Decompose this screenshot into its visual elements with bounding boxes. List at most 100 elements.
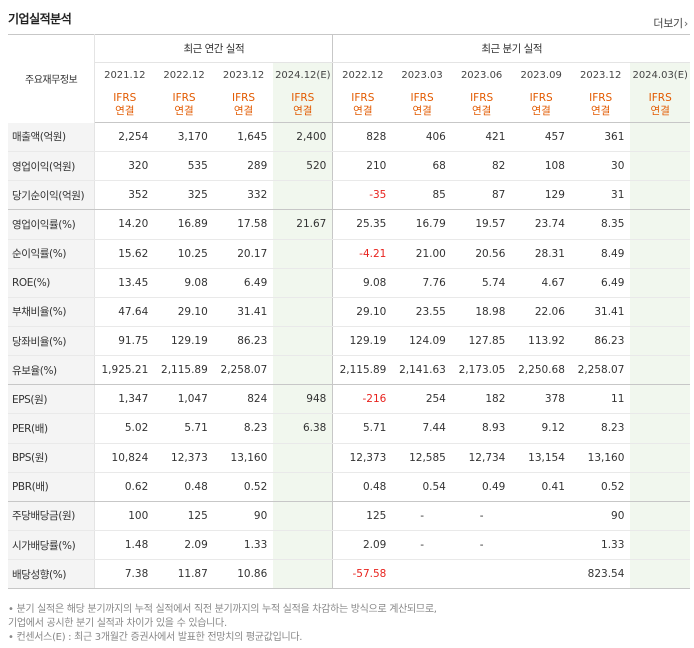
footnote-line: • 컨센서스(E) : 최근 3개월간 증권사에서 발표한 전망치의 평균값입니…	[8, 632, 303, 643]
table-cell: 13,160	[570, 443, 631, 473]
table-cell: 2,141.63	[392, 355, 452, 386]
period-header: 2023.09	[520, 70, 562, 82]
period-header: 2024.12(E)	[273, 62, 333, 89]
table-cell: -4.21	[332, 239, 393, 269]
table-cell: 47.64	[94, 297, 155, 327]
table-cell	[392, 559, 452, 590]
consolidated-label: 연결	[115, 105, 135, 118]
table-cell	[273, 443, 333, 473]
row-label: 영업이익률(%)	[8, 209, 96, 240]
table-cell: 31.41	[213, 297, 274, 327]
table-cell: 948	[273, 384, 333, 415]
row-label: 시가배당률(%)	[8, 530, 96, 561]
table-cell	[273, 530, 333, 561]
table-cell: 1,047	[154, 384, 214, 415]
table-cell: 320	[94, 151, 155, 182]
table-cell: 535	[154, 151, 214, 182]
table-cell: 11	[570, 384, 631, 415]
table-cell: 19.57	[451, 209, 512, 240]
more-link[interactable]: 더보기›	[653, 15, 688, 31]
table-cell: 86.23	[570, 326, 631, 357]
ifrs-label: IFRS	[589, 92, 613, 105]
table-cell	[630, 151, 690, 182]
consolidated-label: 연결	[174, 105, 194, 118]
consolidated-label: 연결	[353, 105, 373, 118]
table-cell: 9.12	[511, 413, 571, 444]
table-cell: 108	[511, 151, 571, 182]
table-cell: 10.25	[154, 239, 214, 269]
table-cell: 90	[570, 501, 631, 531]
table-cell	[630, 326, 690, 357]
table-cell: 23.74	[511, 209, 571, 240]
table-cell: 20.17	[213, 239, 274, 269]
row-label: 부채비율(%)	[8, 297, 96, 327]
table-cell: -216	[332, 384, 393, 415]
table-cell: 15.62	[94, 239, 155, 269]
table-cell	[451, 559, 512, 590]
table-cell: 421	[451, 122, 512, 153]
table-cell: 20.56	[451, 239, 512, 269]
table-cell: 0.48	[332, 472, 393, 502]
table-cell	[511, 530, 571, 561]
consolidated-label: 연결	[531, 105, 551, 118]
table-row: 매출액(억원) 2,254 3,170 1,645 2,400 828 406 421 457 3…	[8, 122, 690, 153]
table-cell: 91.75	[94, 326, 155, 357]
table-cell: 352	[94, 180, 155, 211]
table-cell: 2,258.07	[213, 355, 274, 386]
table-cell: 824	[213, 384, 274, 415]
table-cell: 113.92	[511, 326, 571, 357]
table-cell	[273, 239, 333, 269]
table-cell: 23.55	[392, 297, 452, 327]
consolidated-label: 연결	[412, 105, 432, 118]
table-cell	[273, 472, 333, 502]
table-cell: 406	[392, 122, 452, 153]
period-header: 2023.12	[222, 70, 265, 82]
table-cell: 0.49	[451, 472, 512, 502]
table-row: 유보율(%) 1,925.21 2,115.89 2,258.07 2,115.89 2,…	[8, 355, 690, 386]
table-cell	[630, 443, 690, 473]
table-cell: 22.06	[511, 297, 571, 327]
table-cell: 457	[511, 122, 571, 153]
table-cell: 21.00	[392, 239, 452, 269]
table-cell	[630, 239, 690, 269]
table-cell: 361	[570, 122, 631, 153]
table-cell: 325	[154, 180, 214, 211]
table-cell	[511, 501, 571, 531]
table-cell: 85	[392, 180, 452, 211]
ifrs-label: IFRS	[470, 92, 494, 105]
table-cell: 8.93	[451, 413, 512, 444]
table-cell	[273, 268, 333, 298]
consolidated-label: 연결	[471, 105, 492, 118]
table-cell: -	[392, 530, 452, 561]
table-cell: 2,400	[273, 122, 333, 153]
table-cell: 2,115.89	[154, 355, 214, 386]
table-cell	[273, 501, 333, 531]
table-cell	[273, 180, 333, 211]
footnote-line: 기업에서 공시한 분기 실적과 차이가 있을 수 있습니다.	[8, 618, 227, 629]
table-cell: 1.33	[213, 530, 274, 561]
table-cell: 28.31	[511, 239, 571, 269]
table-row: PER(배) 5.02 5.71 8.23 6.38 5.71 7.44 8.93 9.12 8.…	[8, 413, 690, 444]
table-cell: -	[451, 501, 512, 531]
table-cell: 90	[213, 501, 274, 531]
ifrs-header: IFRS 연결	[273, 88, 333, 123]
table-cell: 2,254	[94, 122, 155, 153]
table-cell: 1,645	[213, 122, 274, 153]
table-cell: 31	[570, 180, 631, 211]
table-cell: 0.62	[94, 472, 155, 502]
row-label: ROE(%)	[8, 268, 96, 298]
table-row: 주당배당금(원) 100 125 90 125- -90	[8, 501, 690, 531]
table-cell: 378	[511, 384, 571, 415]
table-cell: -	[451, 530, 512, 561]
table-cell: 182	[451, 384, 512, 415]
table-cell: 68	[392, 151, 452, 182]
table-cell: 82	[451, 151, 512, 182]
annual-group-header: 최근 연간 실적	[94, 34, 333, 63]
table-cell: 9.08	[154, 268, 214, 298]
table-cell: 16.79	[392, 209, 452, 240]
table-cell: 7.38	[94, 559, 155, 590]
ifrs-header: IFRS 연결	[570, 88, 631, 123]
ifrs-label: IFRS	[648, 92, 672, 105]
more-label: 더보기	[653, 17, 683, 30]
table-cell: 127.85	[451, 326, 512, 357]
